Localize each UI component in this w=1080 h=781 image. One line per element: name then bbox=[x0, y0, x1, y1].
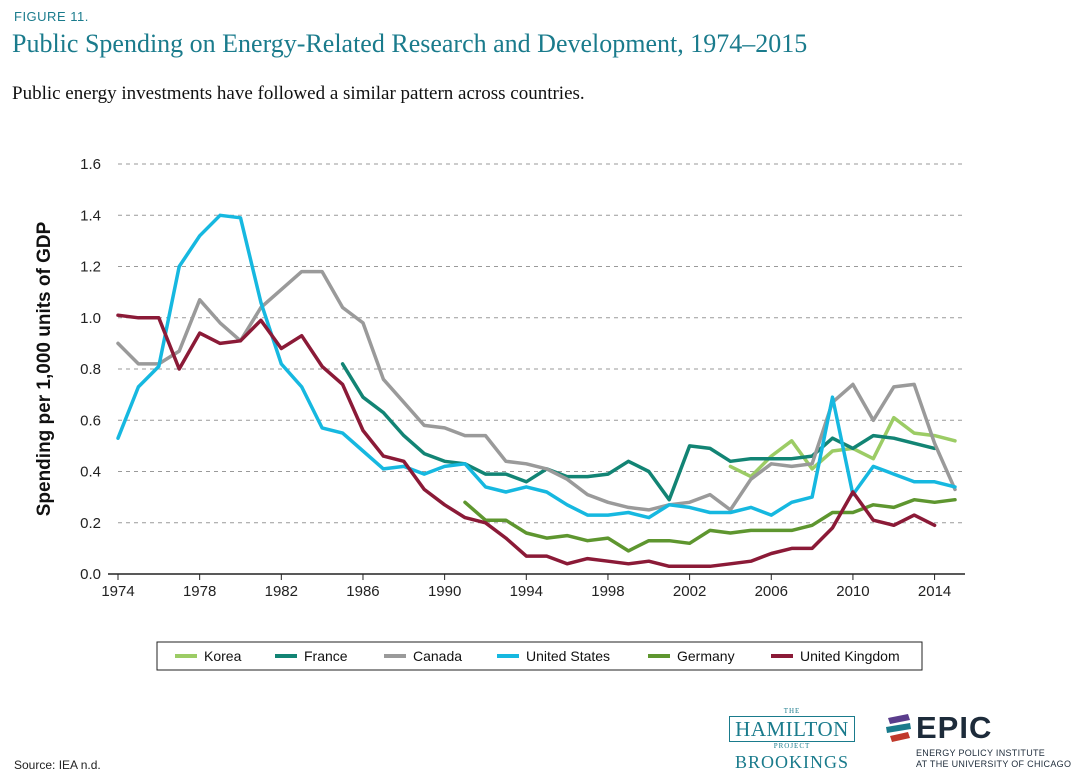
hamilton-name: HAMILTON bbox=[729, 716, 855, 742]
series-line-united-kingdom bbox=[116, 313, 937, 569]
x-tick-label: 1974 bbox=[101, 583, 134, 600]
line-chart: 0.0 0.2 0.4 0.6 0.8 1.0 1.2 1.4 1.6 1974 1978 1982… bbox=[34, 156, 965, 671]
figure-label: FIGURE 11. bbox=[14, 9, 89, 24]
x-tick-label: 1990 bbox=[428, 583, 461, 600]
x-axis-ticks: 1974 1978 1982 1986 1990 1994 1998 2002 2006 2010… bbox=[101, 574, 951, 600]
y-tick-label: 0.8 bbox=[80, 361, 101, 378]
chart-title: Public Spending on Energy-Related Resear… bbox=[12, 29, 808, 58]
y-tick-label: 0.0 bbox=[80, 566, 101, 583]
y-tick-label: 1.6 bbox=[80, 156, 101, 173]
x-tick-label: 1982 bbox=[265, 583, 298, 600]
epic-mark-icon bbox=[886, 714, 911, 742]
y-tick-label: 0.2 bbox=[80, 515, 101, 532]
chart-subtitle: Public energy investments have followed … bbox=[12, 83, 585, 104]
legend-item-france: France bbox=[275, 648, 348, 664]
x-tick-label: 2006 bbox=[755, 583, 788, 600]
epic-line-2: AT THE UNIVERSITY OF CHICAGO bbox=[916, 759, 1072, 769]
series-line-germany bbox=[463, 497, 957, 553]
epic-subtitle: ENERGY POLICY INSTITUTE AT THE UNIVERSIT… bbox=[916, 748, 1071, 770]
x-tick-label: 2002 bbox=[673, 583, 706, 600]
legend-item-canada: Canada bbox=[384, 648, 462, 664]
epic-name: EPIC bbox=[916, 710, 993, 745]
hamilton-brookings-logo: THE HAMILTON PROJECT BROOKINGS bbox=[722, 707, 862, 773]
y-tick-label: 1.0 bbox=[80, 310, 101, 327]
x-tick-label: 2014 bbox=[918, 583, 951, 600]
legend-label: United States bbox=[526, 648, 610, 664]
legend-label: United Kingdom bbox=[800, 648, 900, 664]
source-note: Source: IEA n.d. bbox=[14, 758, 101, 772]
hamilton-project: PROJECT bbox=[773, 742, 811, 750]
y-tick-label: 1.4 bbox=[80, 207, 101, 224]
y-axis-ticks: 0.0 0.2 0.4 0.6 0.8 1.0 1.2 1.4 1.6 bbox=[80, 156, 101, 583]
legend-item-korea: Korea bbox=[175, 648, 242, 664]
series-line-france bbox=[340, 362, 937, 502]
legend: Korea France Canada United States Germany Uni… bbox=[156, 641, 923, 671]
hamilton-the: THE bbox=[783, 707, 801, 715]
series-lines bbox=[116, 213, 957, 569]
y-tick-label: 0.4 bbox=[80, 464, 101, 481]
x-tick-label: 1986 bbox=[346, 583, 379, 600]
legend-label: Germany bbox=[677, 648, 735, 664]
x-tick-label: 1998 bbox=[591, 583, 624, 600]
series-line-united-states bbox=[116, 213, 957, 520]
legend-label: Canada bbox=[413, 648, 462, 664]
legend-label: France bbox=[304, 648, 348, 664]
series-line-canada bbox=[116, 269, 957, 512]
grid bbox=[108, 163, 965, 575]
x-tick-label: 1978 bbox=[183, 583, 216, 600]
legend-item-united-states: United States bbox=[497, 648, 610, 664]
legend-item-united-kingdom: United Kingdom bbox=[771, 648, 900, 664]
y-tick-label: 1.2 bbox=[80, 259, 101, 276]
legend-label: Korea bbox=[204, 648, 242, 664]
x-tick-label: 1994 bbox=[510, 583, 543, 600]
brookings-name: BROOKINGS bbox=[734, 752, 849, 772]
y-axis-label: Spending per 1,000 units of GDP bbox=[34, 221, 55, 516]
epic-line-1: ENERGY POLICY INSTITUTE bbox=[916, 748, 1046, 758]
legend-item-germany: Germany bbox=[648, 648, 735, 664]
y-tick-label: 0.6 bbox=[80, 412, 101, 429]
x-tick-label: 2010 bbox=[836, 583, 869, 600]
